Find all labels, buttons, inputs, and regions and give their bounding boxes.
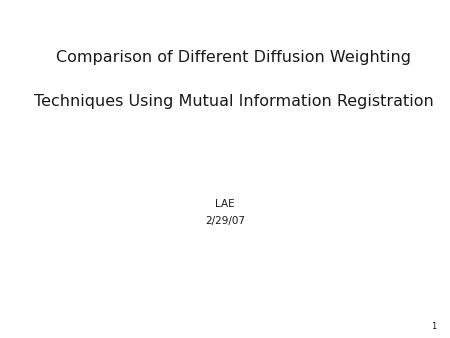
Text: Comparison of Different Diffusion Weighting: Comparison of Different Diffusion Weight… bbox=[57, 50, 411, 65]
Text: 2/29/07: 2/29/07 bbox=[205, 216, 245, 226]
Text: LAE: LAE bbox=[215, 199, 235, 210]
Text: Techniques Using Mutual Information Registration: Techniques Using Mutual Information Regi… bbox=[34, 94, 434, 109]
Text: 1: 1 bbox=[431, 322, 436, 331]
